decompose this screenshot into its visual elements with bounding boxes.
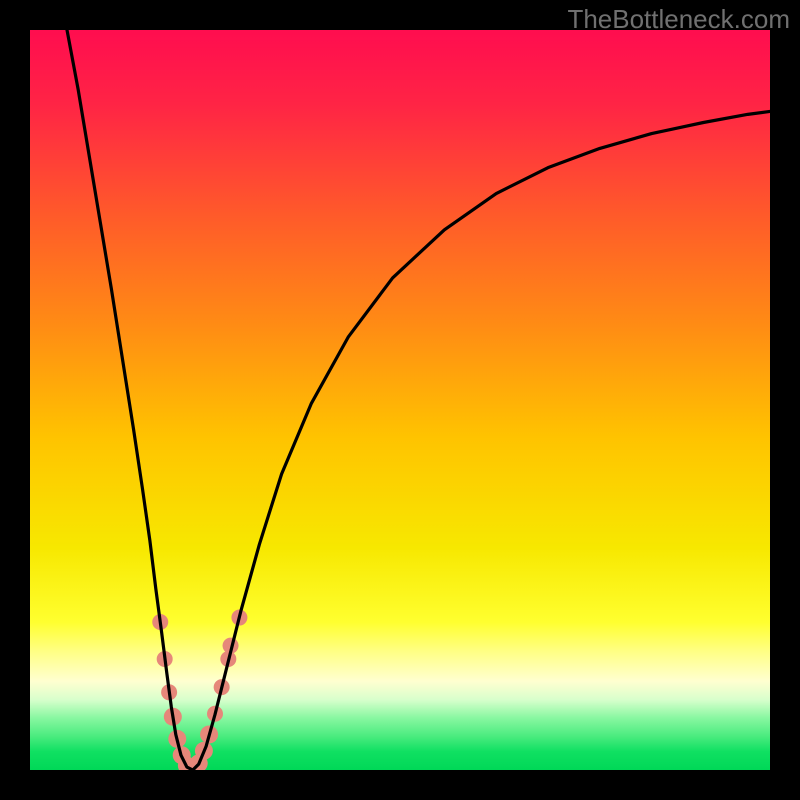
watermark-text: TheBottleneck.com [567, 4, 790, 34]
watermark-label: TheBottleneck.com [567, 4, 790, 35]
chart-svg [0, 0, 800, 800]
stage: TheBottleneck.com [0, 0, 800, 800]
plot-background-gradient [30, 30, 770, 770]
